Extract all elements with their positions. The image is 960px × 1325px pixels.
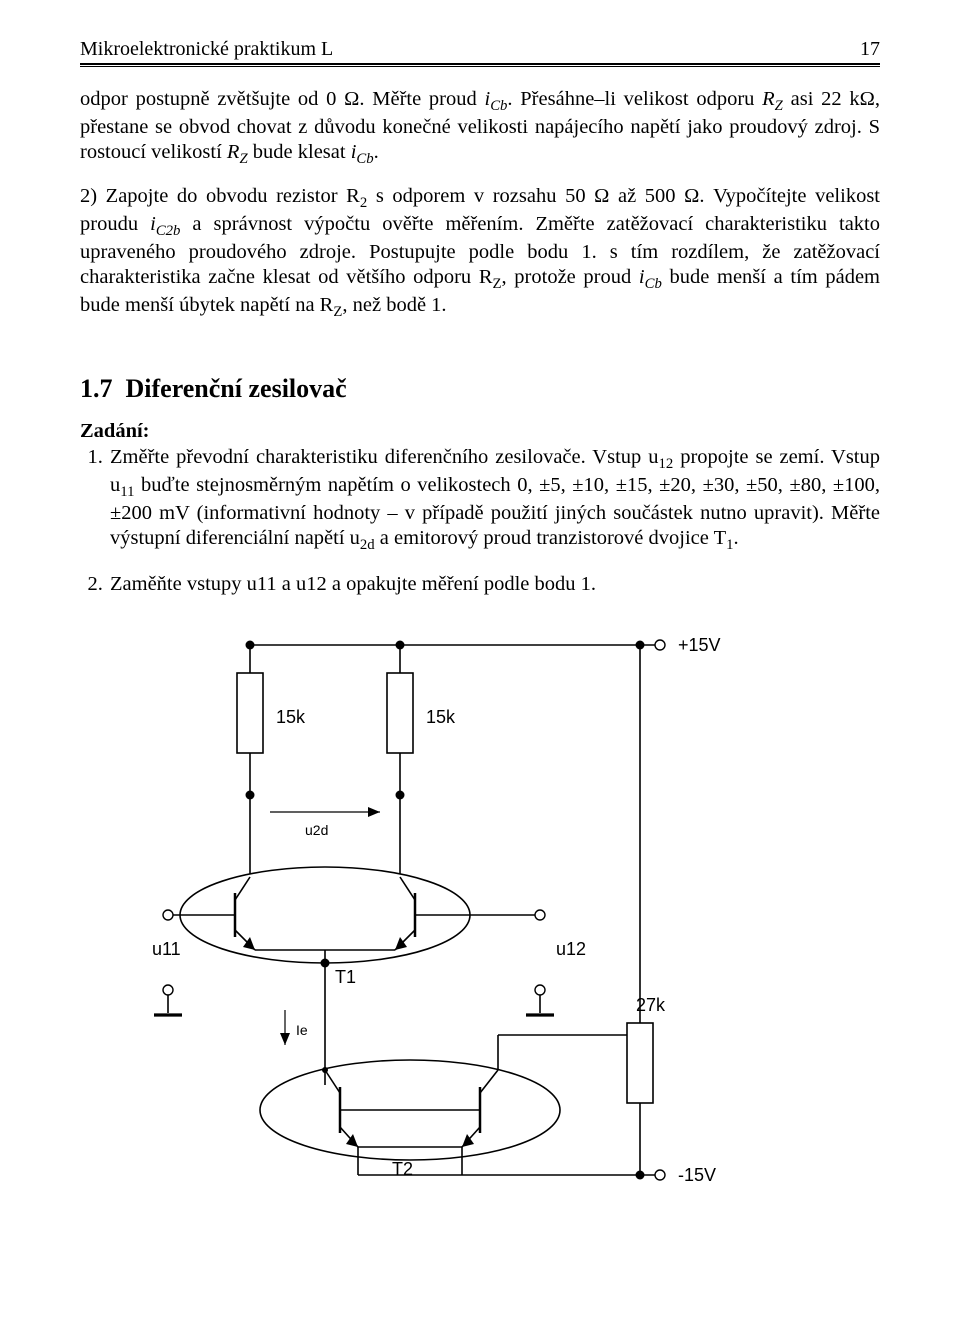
page-number: 17: [860, 38, 880, 61]
section-heading: 1.7 Diferenční zesilovač: [80, 374, 880, 404]
running-title: Mikroelektronické praktikum L: [80, 38, 333, 61]
label-r15k-left: 15k: [276, 707, 306, 727]
task-list: Změřte převodní charakteristiku diferenč…: [80, 445, 880, 597]
section-title: Diferenční zesilovač: [126, 374, 347, 403]
current-mirror-t2: [260, 1060, 560, 1160]
label-t1: T1: [335, 967, 356, 987]
section-number: 1.7: [80, 374, 113, 403]
label-r15k-right: 15k: [426, 707, 456, 727]
circuit-diagram: +15V 15k 15k u2d: [80, 615, 880, 1195]
label-t2: T2: [392, 1159, 413, 1179]
head-rule-thin: [80, 66, 880, 67]
label-u11: u11: [152, 939, 181, 959]
label-minus15: -15V: [678, 1165, 716, 1185]
para-2: 2) Zapojte do obvodu rezistor R2 s odpor…: [80, 184, 880, 321]
task-1: Změřte převodní charakteristiku diferenč…: [108, 445, 880, 554]
transistor-pair-t1: [180, 867, 470, 963]
task-2: Zaměňte vstupy u11 a u12 a opakujte měře…: [108, 572, 880, 597]
label-u2d: u2d: [305, 822, 328, 838]
label-u12: u12: [556, 939, 586, 959]
label-ie: Ie: [296, 1022, 308, 1038]
head-rule-thick: [80, 63, 880, 65]
label-plus15: +15V: [678, 635, 721, 655]
para-1: odpor postupně zvětšujte od 0 Ω. Měřte p…: [80, 87, 880, 168]
zadani-label: Zadání:: [80, 420, 880, 443]
running-head: Mikroelektronické praktikum L 17: [80, 38, 880, 61]
page: Mikroelektronické praktikum L 17 odpor p…: [0, 0, 960, 1325]
